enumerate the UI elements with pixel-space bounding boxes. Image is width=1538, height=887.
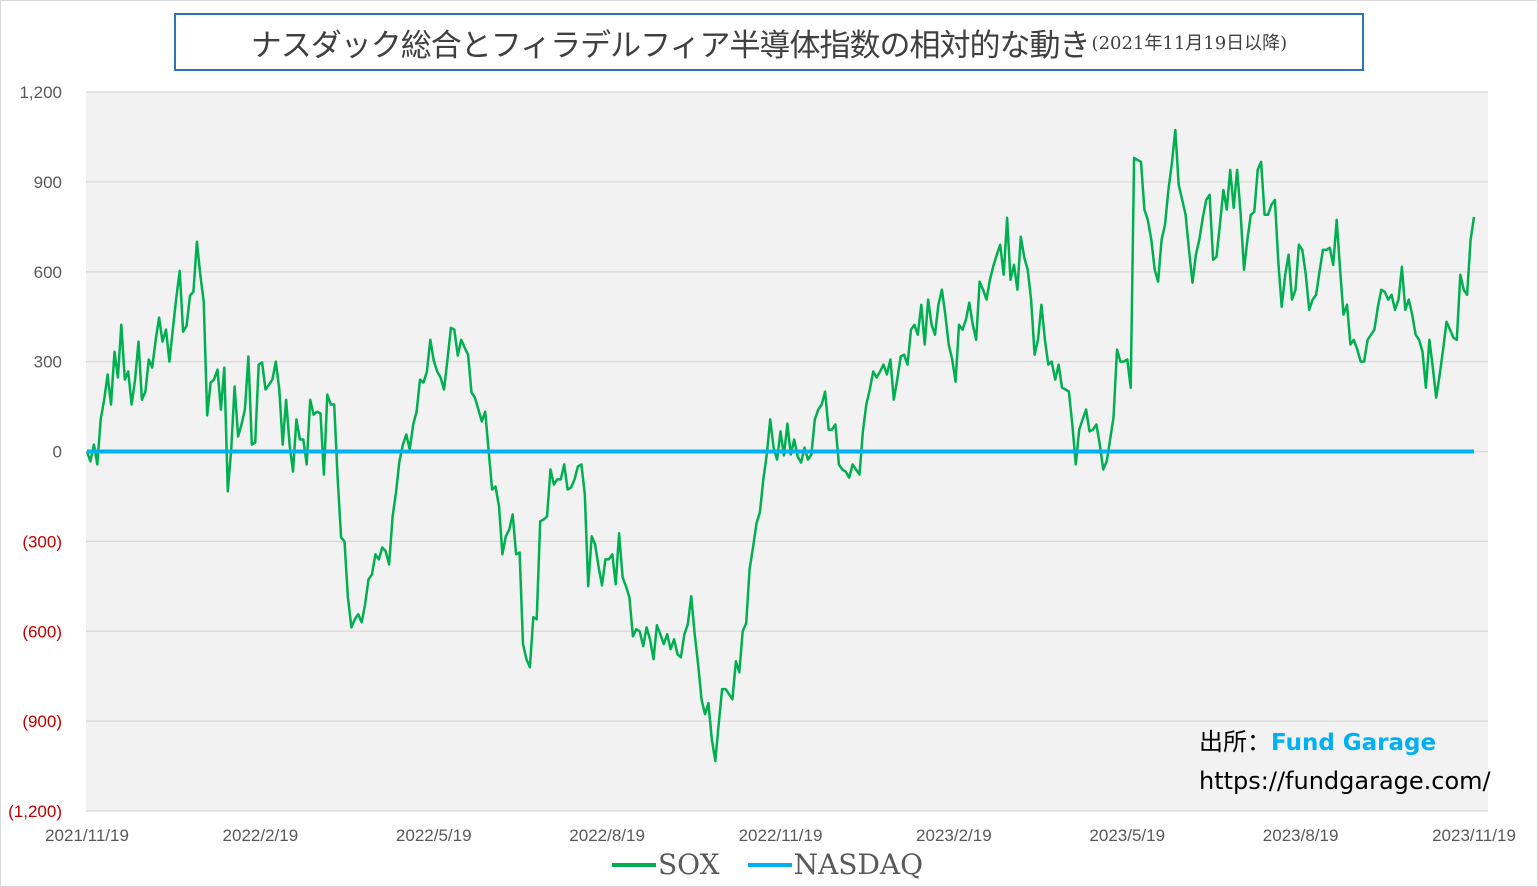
source-brand: Fund Garage [1271, 730, 1437, 756]
legend-item-sox: SOX [612, 848, 720, 881]
legend: SOX NASDAQ [612, 848, 951, 881]
source-label: 出所：Fund Garage [1199, 722, 1436, 757]
x-tick-label: 2022/2/19 [223, 826, 299, 845]
legend-label-sox: SOX [658, 848, 720, 881]
legend-swatch-sox [612, 862, 656, 867]
x-tick-label: 2022/11/19 [739, 826, 823, 845]
x-tick-label: 2023/5/19 [1089, 826, 1165, 845]
x-tick-label: 2023/11/19 [1432, 826, 1516, 845]
y-tick-label: 600 [34, 263, 62, 282]
legend-item-nasdaq: NASDAQ [747, 848, 924, 881]
source-prefix: 出所： [1199, 728, 1271, 756]
y-tick-label: 900 [34, 173, 62, 192]
title-subtitle: (2021年11月19日以降) [1091, 33, 1288, 54]
y-tick-label: (1,200) [8, 802, 62, 821]
x-tick-label: 2023/2/19 [916, 826, 992, 845]
legend-label-nasdaq: NASDAQ [793, 848, 924, 881]
x-tick-label: 2023/8/19 [1263, 826, 1339, 845]
x-tick-label: 2022/5/19 [396, 826, 472, 845]
chart-title: ナスダック総合とフィラデルフィア半導体指数の相対的な動き (2021年11月19… [174, 13, 1364, 71]
x-tick-label: 2022/8/19 [569, 826, 645, 845]
source-url: https://fundgarage.com/ [1199, 767, 1491, 795]
y-tick-label: 300 [34, 353, 62, 372]
y-tick-label: (600) [22, 622, 62, 641]
series-line-sox [85, 128, 1476, 763]
y-tick-label: 0 [53, 443, 62, 462]
title-main: ナスダック総合とフィラデルフィア半導体指数の相対的な動き [250, 27, 1091, 64]
y-tick-label: (300) [22, 532, 62, 551]
x-tick-label: 2021/11/19 [45, 826, 129, 845]
y-tick-label: 1,200 [19, 83, 62, 102]
legend-swatch-nasdaq [747, 862, 792, 867]
y-tick-label: (900) [22, 712, 62, 731]
